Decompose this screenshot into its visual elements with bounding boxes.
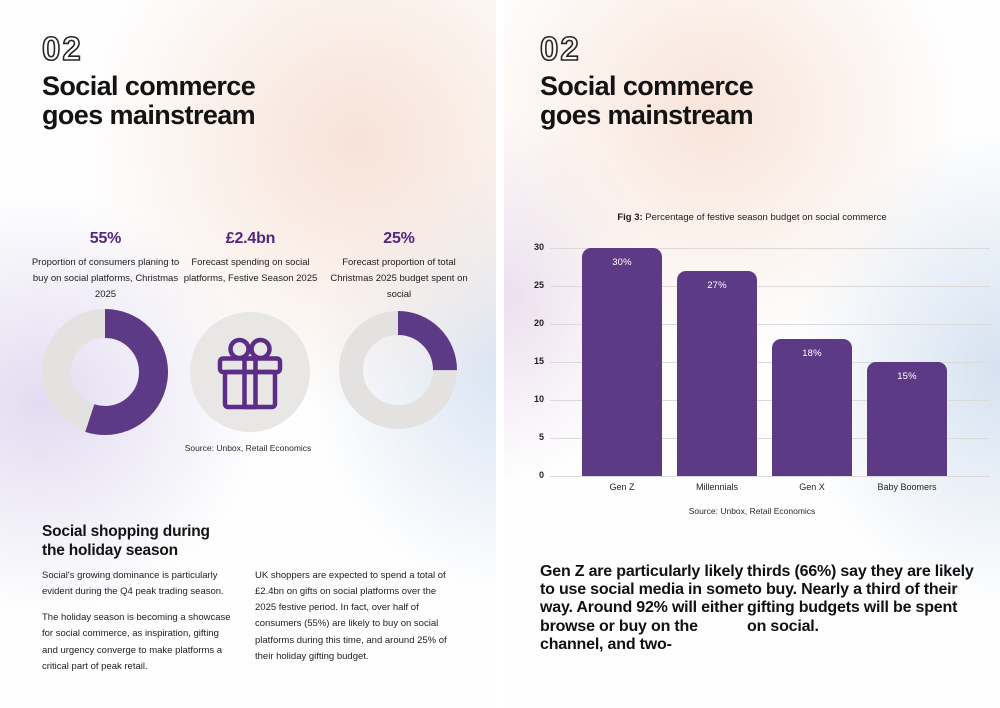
x-axis-category-label: Gen Z	[609, 482, 635, 492]
paragraph: Social's growing dominance is particular…	[42, 570, 224, 598]
donut-25-svg	[339, 311, 457, 429]
stat-budget: 25% Forecast proportion of total Christm…	[320, 230, 478, 303]
closing-paragraph-left: Gen Z are particularly likely to use soc…	[540, 563, 748, 653]
gridline	[550, 323, 990, 325]
bar-value-label: 15%	[897, 371, 917, 382]
stat-value: 25%	[383, 230, 415, 247]
gift-icon	[217, 337, 283, 410]
y-axis-tick-label: 15	[533, 356, 544, 366]
section-heading: Social shopping during the holiday seaso…	[42, 522, 210, 561]
stat-description: Forecast spending on social platforms, F…	[183, 257, 318, 285]
bar-value-label: 27%	[707, 279, 727, 291]
x-axis-category-label: Millennials	[695, 482, 739, 492]
stat-description: Forecast proportion of total Christmas 2…	[330, 257, 468, 301]
page-title-line2: goes mainstream	[42, 100, 256, 131]
page-left: 02 Social commerce goes mainstream 55% P…	[0, 0, 496, 708]
body-column-left: Social's growing dominance is particular…	[42, 568, 236, 685]
section-heading-line2: the holiday season	[42, 542, 178, 560]
section-heading-line1: Social shopping during	[42, 523, 210, 540]
gridline	[550, 247, 990, 249]
page-title: Social commerce goes mainstream	[42, 71, 256, 131]
closing-paragraph-right: thirds (66%) say they are likely to buy.…	[747, 563, 974, 635]
y-axis-tick-label: 25	[533, 280, 544, 290]
bar-value-label: 18%	[802, 348, 822, 360]
gridline	[550, 285, 990, 287]
bar-value-label: 30%	[612, 257, 632, 268]
chapter-number: 02	[539, 29, 581, 68]
figure-label: Fig 3:	[617, 212, 643, 223]
donut-55-svg	[42, 309, 168, 435]
gridline	[550, 437, 990, 439]
x-axis-category-label: Baby Boomers	[877, 482, 937, 492]
source-note: Source: Unbox, Retail Economics	[688, 506, 816, 516]
stat-value: £2.4bn	[225, 230, 276, 247]
y-axis-tick-label: 20	[533, 318, 544, 328]
chapter-number: 02	[41, 29, 83, 68]
x-axis-category-label: Gen X	[799, 482, 825, 492]
page-right: 02 Social commerce goes mainstream Fig 3…	[504, 0, 1000, 708]
page-title-line1: Social commerce	[540, 71, 754, 101]
page-title: Social commerce goes mainstream	[540, 71, 754, 131]
bar-gen-z: 30%	[582, 248, 662, 476]
stat-spending: £2.4bn Forecast spending on social platf…	[173, 230, 328, 287]
gridline	[550, 361, 990, 363]
page-divider	[496, 0, 504, 708]
page-title-line1: Social commerce	[42, 71, 256, 101]
gridline	[550, 399, 990, 401]
figure-caption: Fig 3: Percentage of festive season budg…	[514, 212, 990, 223]
source-note: Source: Unbox, Retail Economics	[184, 443, 312, 453]
bar-baby-boomers: 15%	[867, 362, 947, 476]
gridline	[550, 475, 990, 477]
bar-millennials: 27%	[677, 270, 757, 476]
bar-gen-x: 18%	[772, 339, 852, 476]
stat-value: 55%	[89, 230, 122, 247]
y-axis-tick-label: 5	[538, 432, 544, 442]
body-column-right: UK shoppers are expected to spend a tota…	[255, 568, 455, 675]
gift-visual	[190, 312, 310, 432]
y-axis-tick-label: 10	[533, 394, 544, 404]
paragraph: UK shoppers are expected to spend a tota…	[255, 570, 447, 662]
donut-chart-55	[42, 309, 168, 440]
figure-caption-text: Percentage of festive season budget on s…	[642, 212, 887, 223]
page-title-line2: goes mainstream	[540, 100, 754, 131]
bar-chart: Fig 3: Percentage of festive season budg…	[514, 212, 990, 516]
y-axis-tick-label: 0	[538, 470, 544, 480]
bar-chart-plot: 0 5 10 15 20 25 30 30% Gen Z 27% Millennials 18% Gen…	[534, 242, 990, 492]
y-axis-tick-label: 30	[533, 242, 544, 252]
donut-chart-25	[339, 311, 457, 434]
stat-description: Proportion of consumers planing to buy o…	[31, 257, 180, 301]
paragraph: The holiday season is becoming a showcas…	[42, 612, 231, 672]
stat-consumers: 55% Proportion of consumers planing to b…	[28, 230, 183, 303]
